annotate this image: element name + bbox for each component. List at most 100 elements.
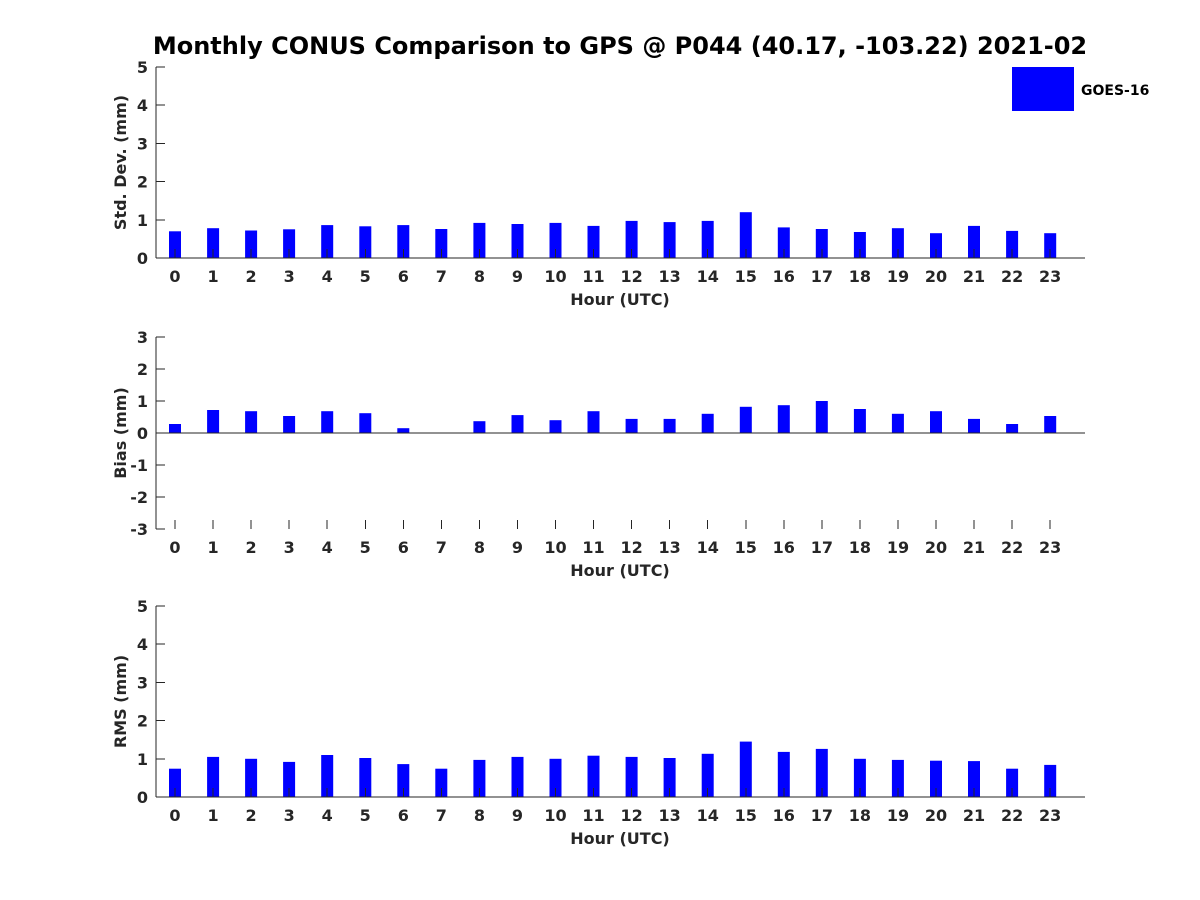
- x-tick-label: 0: [169, 806, 180, 825]
- y-tick-label: 5: [137, 58, 148, 77]
- x-tick-label: 21: [963, 806, 985, 825]
- x-tick-label: 9: [512, 267, 523, 286]
- x-tick-label: 20: [925, 538, 947, 557]
- x-tick-label: 13: [659, 806, 681, 825]
- x-tick-label: 3: [284, 267, 295, 286]
- x-tick-label: 21: [963, 538, 985, 557]
- bar-hour-10: [549, 758, 562, 797]
- x-tick-label: 16: [773, 267, 795, 286]
- x-tick-label: 2: [246, 806, 257, 825]
- y-axis-label: Bias (mm): [111, 387, 130, 479]
- bar-hour-0: [169, 768, 181, 797]
- y-tick-label: 1: [137, 750, 148, 769]
- bar-hour-14: [701, 753, 714, 797]
- x-tick-label: 5: [360, 267, 371, 286]
- x-tick-label: 22: [1001, 267, 1023, 286]
- bar-hour-18: [853, 409, 866, 433]
- x-tick-label: 23: [1039, 267, 1061, 286]
- x-tick-label: 12: [620, 806, 642, 825]
- bar-hour-2: [245, 758, 258, 797]
- bar-hour-22: [1006, 424, 1019, 433]
- x-tick-label: 21: [963, 267, 985, 286]
- x-axis-label: Hour (UTC): [570, 561, 670, 580]
- bar-hour-16: [777, 227, 790, 258]
- x-tick-label: 14: [697, 806, 719, 825]
- x-tick-label: 16: [773, 538, 795, 557]
- bar-hour-21: [968, 225, 980, 258]
- bar-hour-2: [245, 411, 258, 433]
- bar-hour-6: [397, 428, 410, 433]
- bar-hour-1: [207, 410, 220, 433]
- x-tick-label: 22: [1001, 806, 1023, 825]
- x-tick-label: 2: [246, 267, 257, 286]
- x-tick-label: 20: [925, 267, 947, 286]
- bar-hour-8: [473, 222, 486, 258]
- x-tick-label: 4: [322, 538, 333, 557]
- bar-hour-18: [853, 758, 866, 797]
- x-tick-label: 0: [169, 538, 180, 557]
- bar-hour-20: [930, 411, 942, 433]
- bar-hour-12: [625, 220, 638, 258]
- x-tick-label: 18: [849, 806, 871, 825]
- x-tick-label: 0: [169, 267, 180, 286]
- bar-hour-0: [169, 424, 181, 433]
- bar-hour-6: [397, 764, 410, 797]
- bar-hour-11: [587, 225, 600, 258]
- bar-hour-20: [930, 233, 942, 258]
- x-axis-label: Hour (UTC): [570, 829, 670, 848]
- x-tick-label: 18: [849, 267, 871, 286]
- bar-hour-2: [245, 230, 258, 258]
- x-tick-label: 1: [207, 267, 218, 286]
- bar-hour-14: [701, 220, 714, 258]
- bar-hour-11: [587, 755, 600, 797]
- x-tick-label: 11: [582, 806, 604, 825]
- bar-hour-22: [1006, 768, 1019, 797]
- x-tick-label: 11: [582, 538, 604, 557]
- bar-hour-1: [207, 756, 220, 797]
- x-tick-label: 15: [735, 267, 757, 286]
- x-tick-label: 7: [436, 538, 447, 557]
- bar-hour-3: [283, 761, 296, 797]
- bar-hour-3: [283, 416, 296, 433]
- bar-hour-9: [511, 756, 524, 797]
- x-tick-label: 10: [544, 267, 566, 286]
- x-tick-label: 2: [246, 538, 257, 557]
- y-tick-label: 4: [137, 96, 148, 115]
- bar-hour-21: [968, 418, 980, 433]
- x-tick-label: 1: [207, 538, 218, 557]
- bar-hour-4: [321, 755, 334, 797]
- subplot-bias: 0 1 2 3 4 5 6 7 8 9 10 11 12 13 14 15 16 17 18 19 20 21 22 23-3…: [111, 328, 1085, 580]
- chart-title: Monthly CONUS Comparison to GPS @ P044 (…: [153, 32, 1087, 60]
- bar-hour-10: [549, 420, 562, 433]
- x-tick-label: 20: [925, 806, 947, 825]
- bar-hour-13: [663, 418, 676, 433]
- x-tick-label: 17: [811, 538, 833, 557]
- bar-hour-9: [511, 415, 524, 433]
- x-tick-label: 19: [887, 267, 909, 286]
- bar-hour-7: [435, 229, 448, 258]
- x-tick-label: 14: [697, 538, 719, 557]
- x-tick-label: 7: [436, 267, 447, 286]
- bar-hour-5: [359, 758, 372, 797]
- y-tick-label: 0: [137, 788, 148, 807]
- x-tick-label: 8: [474, 267, 485, 286]
- y-tick-label: 1: [137, 392, 148, 411]
- y-tick-label: 1: [137, 211, 148, 230]
- x-tick-label: 16: [773, 806, 795, 825]
- y-tick-label: 2: [137, 712, 148, 731]
- x-tick-label: 15: [735, 806, 757, 825]
- bar-hour-12: [625, 756, 638, 797]
- x-tick-label: 17: [811, 267, 833, 286]
- x-tick-label: 1: [207, 806, 218, 825]
- bar-hour-15: [739, 406, 752, 433]
- x-tick-label: 18: [849, 538, 871, 557]
- bar-hour-15: [739, 741, 752, 797]
- x-tick-label: 6: [398, 806, 409, 825]
- bar-hour-6: [397, 225, 410, 258]
- bar-hour-23: [1044, 764, 1057, 797]
- bar-hour-21: [968, 761, 980, 797]
- x-tick-label: 11: [582, 267, 604, 286]
- y-tick-label: 0: [137, 424, 148, 443]
- bar-hour-16: [777, 751, 790, 797]
